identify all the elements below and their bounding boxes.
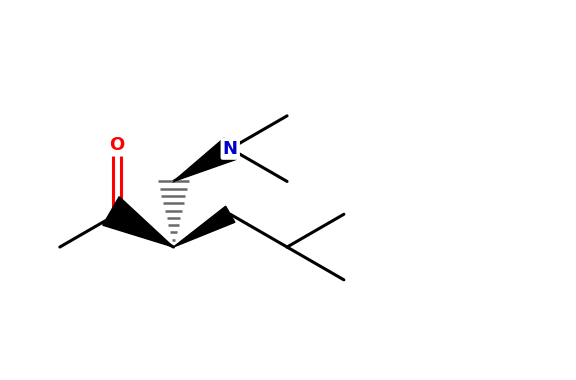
Polygon shape	[173, 206, 235, 247]
Text: N: N	[223, 139, 238, 158]
Polygon shape	[103, 197, 173, 247]
Text: O: O	[109, 136, 124, 154]
Polygon shape	[173, 138, 236, 181]
